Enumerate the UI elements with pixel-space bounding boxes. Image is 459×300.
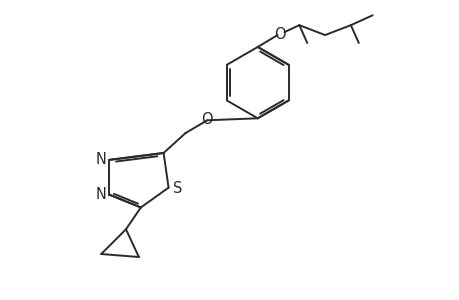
Text: S: S bbox=[173, 181, 182, 196]
Text: O: O bbox=[273, 27, 285, 42]
Text: O: O bbox=[201, 112, 213, 127]
Text: N: N bbox=[95, 152, 106, 167]
Text: N: N bbox=[95, 187, 106, 202]
